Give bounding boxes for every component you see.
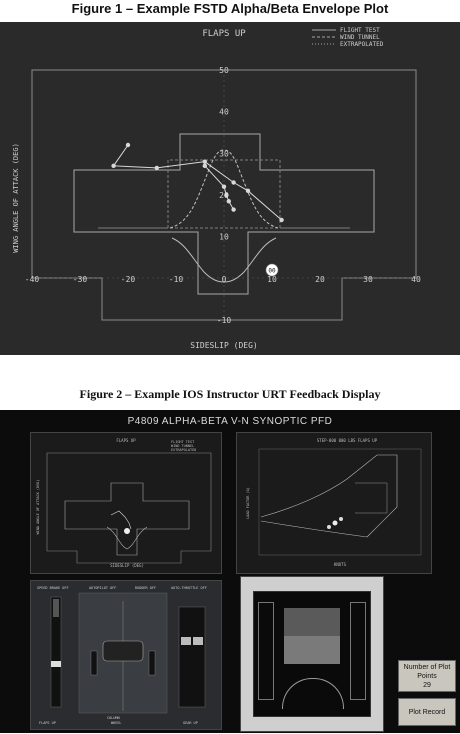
- legend-flight-test: FLIGHT TEST: [340, 27, 380, 34]
- data-point: [202, 159, 207, 164]
- alpha-beta-envelope-plot: -40 -30 -20 -10 0 10 20 30 40 -10 10 20 30 40 50 00 F…: [0, 22, 460, 355]
- vn-diagram-panel: STEP-000 000 LBS FLAPS UP KNOTS LOAD FAC…: [236, 432, 432, 574]
- figure-2-caption: Figure 2 – Example IOS Instructor URT Fe…: [79, 387, 381, 401]
- y-tick-label: 40: [219, 108, 229, 117]
- x-tick-label: -40: [25, 275, 40, 284]
- altitude-tape: [350, 602, 366, 700]
- number-of-plot-points-button[interactable]: Number of Plot Points 29: [398, 660, 456, 692]
- syn-wheel: WHEEL: [111, 721, 122, 725]
- mini-ylabel: WING ANGLE OF ATTACK (DEG): [36, 480, 40, 535]
- y-tick-label: 50: [219, 66, 229, 75]
- syn-column: COLUMN: [107, 716, 120, 720]
- x-tick-labels: -40 -30 -20 -10 0 10 20 30 40: [25, 275, 421, 284]
- flight-test-series: [111, 142, 284, 223]
- data-point: [125, 142, 131, 148]
- mini-legend-1: FLIGHT TEST: [171, 440, 195, 444]
- syn-speedbrake: SPEED BRAKE OFF: [37, 586, 69, 590]
- vn-title: STEP-000 000 LBS FLAPS UP: [317, 438, 378, 443]
- annotation-marker: 00: [265, 263, 279, 277]
- syn-rudder: RUDDER OFF: [135, 586, 156, 590]
- syn-autothrottle: AUTO-THROTTLE OFF: [171, 586, 207, 590]
- x-tick-label: 20: [315, 275, 325, 284]
- x-tick-label: -10: [169, 275, 184, 284]
- legend-wind-tunnel: WIND TUNNEL: [340, 34, 380, 41]
- y-tick-labels: -10 10 20 30 40 50: [217, 66, 232, 325]
- mini-legend-3: EXTRAPOLATED: [171, 448, 196, 452]
- extrapolated-curve: [169, 149, 279, 229]
- syn-autopilot: AUTOPILOT OFF: [89, 586, 116, 590]
- plot-record-label: Plot Record: [408, 708, 446, 716]
- data-point: [111, 163, 116, 169]
- mini-legend-2: WIND TUNNEL: [171, 444, 194, 448]
- y-tick-label: 10: [219, 233, 229, 242]
- mini-title: FLAPS UP: [116, 438, 136, 443]
- chart-title: FLAPS UP: [202, 29, 246, 39]
- plot-record-button[interactable]: Plot Record: [398, 698, 456, 726]
- y-tick-label: 20: [219, 191, 229, 200]
- data-point: [202, 163, 207, 169]
- attitude-indicator: [284, 608, 340, 664]
- envelope-chart: -40 -30 -20 -10 0 10 20 30 40 -10 10 20 30 40 50 00 F…: [0, 22, 460, 355]
- speed-tape: [258, 602, 274, 700]
- data-point: [221, 184, 227, 189]
- wind-tunnel-region: [98, 159, 350, 229]
- vn-ylabel: LOAD FACTOR (G): [246, 487, 250, 519]
- data-point: [154, 165, 159, 171]
- data-point: [231, 180, 236, 185]
- y-axis-label: WING ANGLE OF ATTACK (DEG): [12, 143, 20, 253]
- chart-legend: FLIGHT TEST WIND TUNNEL EXTRAPOLATED: [312, 27, 384, 48]
- control-synoptic-panel: SPEED BRAKE OFF AUTOPILOT OFF RUDDER OFF…: [30, 580, 222, 730]
- data-point: [245, 188, 251, 194]
- x-tick-label: 10: [267, 275, 277, 284]
- plot-points-value: 29: [423, 681, 431, 689]
- data-point: [279, 217, 284, 223]
- pfd-panel: [240, 576, 384, 732]
- data-point: [231, 207, 236, 212]
- pfd-screen: [253, 591, 371, 717]
- data-point: [226, 199, 231, 204]
- heading-arc: [282, 678, 344, 709]
- vn-xlabel: KNOTS: [334, 562, 347, 567]
- annotation-label: 00: [268, 268, 276, 275]
- annotation-circle: [265, 263, 279, 277]
- y-tick-label: -10: [217, 316, 232, 325]
- x-tick-label: -30: [73, 275, 88, 284]
- x-tick-label: 30: [363, 275, 373, 284]
- data-point: [224, 192, 229, 198]
- legend-extrapolated: EXTRAPOLATED: [340, 41, 384, 48]
- alpha-beta-mini-panel: FLAPS UP FLIGHT TEST WIND TUNNEL EXTRAPO…: [30, 432, 222, 574]
- figure-1-caption: Figure 1 – Example FSTD Alpha/Beta Envel…: [71, 1, 389, 16]
- x-tick-label: 40: [411, 275, 421, 284]
- inner-envelope-cross: [73, 133, 375, 295]
- x-tick-label: -20: [121, 275, 136, 284]
- mini-xlabel: SIDESLIP (DEG): [110, 563, 144, 568]
- syn-flaps: FLAPS UP: [39, 721, 56, 725]
- ios-urt-feedback-display: P4809 ALPHA-BETA V-N SYNOPTIC PFD FLAPS …: [0, 410, 460, 733]
- syn-gear: GEAR UP: [183, 721, 198, 725]
- x-axis-label: SIDESLIP (DEG): [190, 341, 257, 350]
- plot-points-label: Number of Plot Points: [403, 663, 451, 680]
- y-tick-label: 30: [219, 149, 229, 158]
- x-tick-label: 0: [222, 275, 227, 284]
- display-header: P4809 ALPHA-BETA V-N SYNOPTIC PFD: [127, 416, 333, 427]
